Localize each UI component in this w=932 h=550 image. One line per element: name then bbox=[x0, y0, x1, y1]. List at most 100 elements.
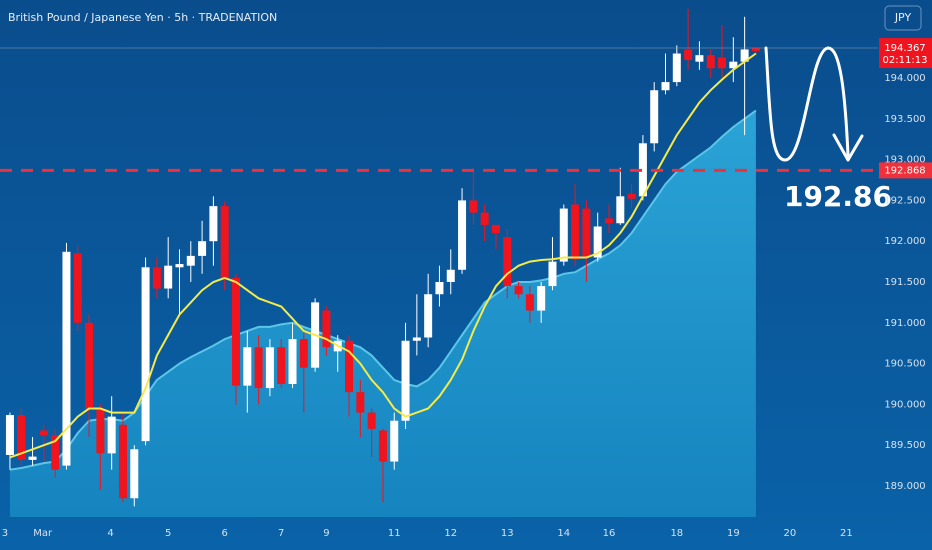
candle-body bbox=[96, 408, 105, 454]
candle-body bbox=[514, 286, 523, 295]
candle-body bbox=[548, 261, 557, 287]
candle-body bbox=[198, 241, 207, 256]
currency-button[interactable]: JPY bbox=[884, 5, 922, 31]
candle-body bbox=[638, 143, 647, 197]
candle-body bbox=[729, 61, 738, 69]
candle-body bbox=[356, 392, 365, 413]
candle-body bbox=[491, 224, 500, 234]
currency-button-label[interactable]: JPY bbox=[894, 11, 912, 24]
candle-body bbox=[650, 90, 659, 144]
y-tick-label: 190.000 bbox=[884, 399, 925, 410]
y-tick-label: 192.000 bbox=[884, 236, 925, 247]
drawn-arrow bbox=[764, 46, 850, 162]
candle-body bbox=[593, 226, 602, 258]
candle-body bbox=[265, 347, 274, 389]
y-tick-label: 193.000 bbox=[884, 155, 925, 166]
x-tick-label: 16 bbox=[603, 528, 616, 539]
x-tick-label: Mar bbox=[33, 528, 53, 539]
candle-body bbox=[130, 449, 139, 499]
candle-body bbox=[299, 339, 308, 368]
candle-body bbox=[446, 269, 455, 282]
y-tick-label: 191.000 bbox=[884, 318, 925, 329]
candle-body bbox=[288, 339, 297, 384]
candle-body bbox=[164, 265, 173, 289]
x-tick-label: 9 bbox=[323, 528, 329, 539]
candle-body bbox=[424, 294, 433, 338]
candle-body bbox=[28, 456, 37, 460]
y-tick-label: 189.500 bbox=[884, 440, 925, 451]
candle-body bbox=[672, 53, 681, 83]
candle-body bbox=[571, 204, 580, 260]
x-tick-label: 14 bbox=[557, 528, 570, 539]
candle-body bbox=[39, 430, 48, 436]
countdown-label: 02:11:13 bbox=[883, 55, 928, 66]
candle-body bbox=[152, 267, 161, 289]
candle-body bbox=[118, 424, 127, 499]
candle-body bbox=[390, 420, 399, 462]
candle-body bbox=[627, 193, 636, 199]
arrow-head bbox=[832, 133, 864, 162]
x-tick-label: 13 bbox=[501, 528, 514, 539]
x-tick-label: 6 bbox=[222, 528, 228, 539]
currency-button-frame[interactable] bbox=[884, 5, 922, 31]
candle-body bbox=[469, 200, 478, 213]
candle-body bbox=[616, 196, 625, 224]
ema-area bbox=[9, 110, 756, 517]
x-tick-label: 19 bbox=[727, 528, 740, 539]
y-tick-label: 190.500 bbox=[884, 359, 925, 370]
candle-body bbox=[5, 415, 14, 455]
candle-body bbox=[254, 347, 263, 389]
chart-title: British Pound / Japanese Yen · 5h · TRAD… bbox=[8, 11, 277, 24]
y-tick-label: 193.500 bbox=[884, 114, 925, 125]
candle-body bbox=[525, 294, 534, 311]
candle-body bbox=[695, 55, 704, 62]
x-tick-label: 12 bbox=[444, 528, 457, 539]
candle-body bbox=[684, 49, 693, 61]
x-tick-label: 5 bbox=[165, 528, 171, 539]
candle-body bbox=[277, 347, 286, 384]
candle-body bbox=[480, 212, 489, 225]
candle-body bbox=[175, 264, 184, 268]
candle-body bbox=[73, 253, 82, 323]
candle-body bbox=[751, 47, 760, 52]
candle-body bbox=[378, 430, 387, 462]
candle-body bbox=[367, 412, 376, 429]
candle-body bbox=[322, 310, 331, 348]
x-tick-label: 4 bbox=[107, 528, 113, 539]
candle-body bbox=[582, 208, 591, 258]
candle-body bbox=[17, 415, 26, 460]
candle-body bbox=[718, 57, 727, 69]
x-tick-label: 11 bbox=[388, 528, 401, 539]
candle-body bbox=[220, 206, 229, 278]
candle-body bbox=[62, 251, 71, 466]
candle-body bbox=[412, 337, 421, 341]
candle-body bbox=[604, 218, 613, 224]
candle-body bbox=[706, 55, 715, 69]
candle-body bbox=[345, 340, 354, 393]
candle-body bbox=[740, 49, 749, 62]
candle-body bbox=[401, 340, 410, 421]
y-tick-label: 192.500 bbox=[884, 195, 925, 206]
candle-body bbox=[141, 267, 150, 442]
annotation: 192.86 bbox=[784, 180, 892, 213]
y-tick-label: 194.000 bbox=[884, 73, 925, 84]
price-level-box bbox=[879, 162, 932, 179]
x-tick-label: 18 bbox=[670, 528, 683, 539]
x-tick-label: 21 bbox=[840, 528, 853, 539]
candle-body bbox=[243, 347, 252, 386]
candle-body bbox=[186, 255, 195, 266]
x-tick-label: 7 bbox=[278, 528, 284, 539]
candle-body bbox=[537, 286, 546, 311]
candle-body bbox=[661, 82, 670, 91]
y-tick-label: 191.500 bbox=[884, 277, 925, 288]
candle-body bbox=[85, 322, 94, 409]
last-price-label: 194.367 bbox=[884, 43, 925, 54]
candle-body bbox=[458, 200, 467, 270]
candle-body bbox=[435, 282, 444, 295]
last-price-box bbox=[879, 38, 932, 69]
candle-body bbox=[559, 208, 568, 262]
plot-area bbox=[0, 8, 878, 517]
y-tick-label: 189.000 bbox=[884, 481, 925, 492]
